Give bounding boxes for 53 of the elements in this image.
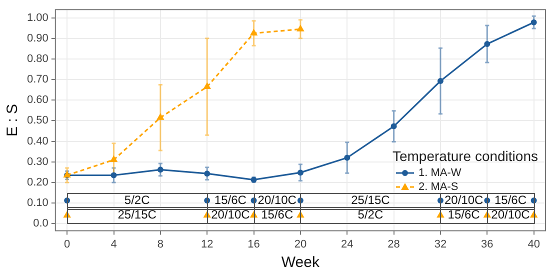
legend-label: 1. MA-W [418,167,462,179]
y-tick-label: 0.40 [26,135,48,148]
x-tick-label: 12 [200,238,214,250]
x-tick-label: 32 [434,238,447,250]
y-tick-label: 0.10 [26,197,48,210]
point [250,28,258,36]
x-tick-label: 0 [64,238,70,250]
y-tick-label: 0.60 [26,94,48,106]
annotation: 15/6C [448,208,480,222]
annotation: 25/15C [351,192,390,207]
x-tick-label: 40 [528,238,540,250]
annotation: 15/6C [214,192,247,207]
y-tick-label: 0.30 [26,156,48,168]
point [204,170,210,177]
y-tick-label: 0.50 [26,114,48,127]
annotation: 15/6C [261,208,294,222]
x-axis-title: Week [281,254,320,272]
y-tick-label: 0.70 [26,74,48,86]
point [344,154,350,161]
annotation: 20/10C [444,192,484,207]
x-tick-label: 16 [248,238,260,250]
legend-label: 2. MA-S [418,181,458,193]
y-axis-title: E : S [4,104,22,136]
y-tick-label: 0.0 [33,218,48,230]
annotation: 25/15C [118,208,157,222]
x-tick-label: 24 [341,238,354,250]
point [390,123,397,130]
point [484,40,490,47]
annotation: 20/10C [491,208,530,222]
y-tick-label: 0.20 [26,176,48,188]
point [437,78,444,84]
x-tick-label: 8 [157,238,164,250]
y-tick-label: 0.80 [26,53,48,66]
x-tick-label: 28 [388,238,400,250]
annotation: 5/2C [358,208,384,222]
point [157,166,164,173]
point [156,113,164,120]
point [297,170,304,176]
annotation: 5/2C [124,192,150,207]
point [110,172,117,178]
annotation: 20/10C [211,208,250,222]
y-tick-label: 0.90 [26,32,48,44]
point [203,82,211,90]
x-tick-label: 36 [481,238,494,250]
annotation: 20/10C [258,192,297,207]
x-tick-label: 20 [294,238,307,250]
point [296,24,304,32]
annotation: 15/6C [494,192,527,207]
x-tick-label: 4 [110,238,117,250]
legend-title: Temperature conditions [392,148,538,164]
point [530,19,537,26]
y-tick-label: 1.00 [26,12,48,24]
point [110,155,118,162]
